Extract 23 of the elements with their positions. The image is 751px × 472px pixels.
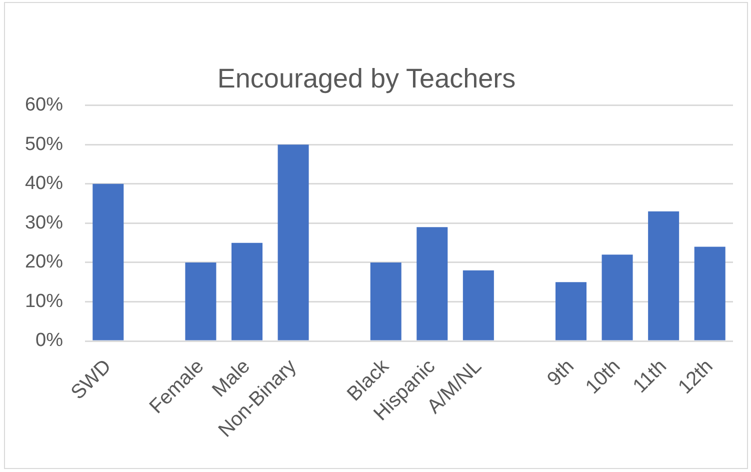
bar: [694, 246, 726, 340]
y-tick-label: 10%: [24, 290, 64, 312]
y-tick-label: 20%: [24, 252, 64, 273]
y-tick-label: 0%: [36, 330, 64, 352]
y-tick-label: 50%: [24, 134, 64, 155]
x-tick-label: 9th: [543, 355, 578, 391]
x-tick-label: 12th: [674, 355, 718, 398]
x-tick-label: 10th: [582, 355, 625, 398]
bar: [231, 242, 263, 340]
bar: [370, 262, 402, 340]
x-tick-label: 11th: [628, 355, 672, 398]
bar: [648, 211, 680, 340]
bar: [278, 144, 309, 340]
y-tick-label: 30%: [24, 212, 64, 234]
bar: [92, 184, 124, 340]
bar: [185, 262, 216, 340]
bar: [462, 270, 494, 340]
chart-title: Encouraged by Teachers: [217, 64, 516, 94]
bar: [416, 227, 448, 340]
bar: [555, 282, 587, 340]
bar: [602, 254, 633, 340]
y-tick-label: 60%: [24, 94, 64, 116]
y-tick-label: 40%: [24, 173, 64, 194]
